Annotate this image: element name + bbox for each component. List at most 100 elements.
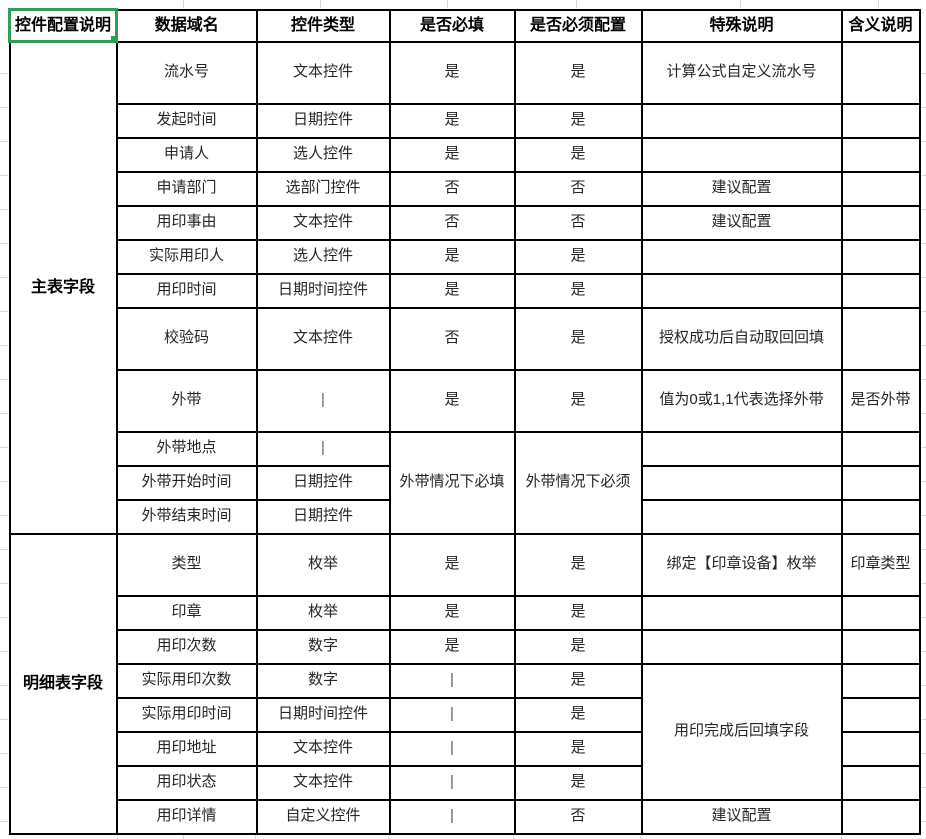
cell-control[interactable]: 枚举 [255, 532, 391, 597]
cell-control[interactable]: 选人控件 [255, 238, 391, 275]
cell-must-config[interactable]: 是 [513, 594, 643, 631]
cell-field[interactable]: 实际用印人 [115, 238, 258, 275]
cell-meaning[interactable] [840, 136, 921, 173]
cell-control[interactable]: 文本控件 [255, 306, 391, 371]
cell-note[interactable]: 绑定【印章设备】枚举 [640, 532, 843, 597]
cell-meaning[interactable] [840, 272, 921, 309]
cell-required[interactable]: 是 [388, 628, 516, 665]
selected-cell-config-title[interactable]: 控件配置说明 [8, 8, 118, 43]
cell-must-config[interactable]: 是 [513, 238, 643, 275]
cell-required[interactable]: 是 [388, 272, 516, 309]
header-cell-special-note[interactable]: 特殊说明 [640, 8, 843, 43]
cell-note[interactable]: 建议配置 [640, 170, 843, 207]
cell-required[interactable]: 否 [388, 204, 516, 241]
cell-meaning[interactable] [840, 498, 921, 535]
cell-field[interactable]: 外带结束时间 [115, 498, 258, 535]
cell-field[interactable]: 外带开始时间 [115, 464, 258, 501]
cell-must-config[interactable]: 是 [513, 102, 643, 139]
cell-meaning[interactable] [840, 40, 921, 105]
cell-control[interactable]: 文本控件 [255, 764, 391, 801]
cell-field[interactable]: 申请部门 [115, 170, 258, 207]
cell-meaning[interactable] [840, 102, 921, 139]
cell-meaning[interactable]: 印章类型 [840, 532, 921, 597]
cell-meaning[interactable] [840, 464, 921, 501]
selection-fill-handle[interactable] [110, 35, 114, 39]
cell-note[interactable]: 建议配置 [640, 798, 843, 835]
cell-required[interactable]: 否 [388, 170, 516, 207]
cell-control[interactable]: 文本控件 [255, 730, 391, 767]
cell-note[interactable] [640, 628, 843, 665]
cell-control[interactable]: 日期时间控件 [255, 272, 391, 309]
cell-must-config-merged-outing[interactable]: 外带情况下必须 [513, 430, 643, 535]
cell-meaning[interactable] [840, 204, 921, 241]
cell-note[interactable] [640, 102, 843, 139]
cell-control[interactable]: 日期时间控件 [255, 696, 391, 733]
cell-note-merged-backfill[interactable]: 用印完成后回填字段 [640, 662, 843, 801]
cell-required[interactable]: | [388, 798, 516, 835]
cell-required[interactable]: 是 [388, 102, 516, 139]
cell-field[interactable]: 实际用印次数 [115, 662, 258, 699]
cell-field[interactable]: 用印详情 [115, 798, 258, 835]
cell-must-config[interactable]: 是 [513, 306, 643, 371]
cell-required[interactable]: 是 [388, 136, 516, 173]
cell-field[interactable]: 校验码 [115, 306, 258, 371]
cell-must-config[interactable]: 否 [513, 798, 643, 835]
group-cell-detail-table[interactable]: 明细表字段 [8, 532, 118, 835]
cell-note[interactable] [640, 136, 843, 173]
cell-field[interactable]: 流水号 [115, 40, 258, 105]
cell-must-config[interactable]: 是 [513, 662, 643, 699]
cell-field[interactable]: 外带地点 [115, 430, 258, 467]
cell-note[interactable]: 授权成功后自动取回回填 [640, 306, 843, 371]
cell-required[interactable]: 是 [388, 594, 516, 631]
cell-control[interactable]: | [255, 430, 391, 467]
header-cell-required[interactable]: 是否必填 [388, 8, 516, 43]
cell-must-config[interactable]: 是 [513, 40, 643, 105]
cell-control[interactable]: 数字 [255, 662, 391, 699]
cell-meaning[interactable] [840, 730, 921, 767]
cell-field[interactable]: 类型 [115, 532, 258, 597]
cell-control[interactable]: 数字 [255, 628, 391, 665]
cell-control[interactable]: 自定义控件 [255, 798, 391, 835]
cell-control[interactable]: | [255, 368, 391, 433]
header-cell-data-field[interactable]: 数据域名 [115, 8, 258, 43]
cell-note[interactable]: 计算公式自定义流水号 [640, 40, 843, 105]
cell-required[interactable]: 是 [388, 368, 516, 433]
cell-field[interactable]: 外带 [115, 368, 258, 433]
cell-required[interactable]: | [388, 696, 516, 733]
cell-required-merged-outing[interactable]: 外带情况下必填 [388, 430, 516, 535]
cell-field[interactable]: 印章 [115, 594, 258, 631]
cell-meaning[interactable] [840, 306, 921, 371]
cell-field[interactable]: 发起时间 [115, 102, 258, 139]
cell-control[interactable]: 选人控件 [255, 136, 391, 173]
cell-must-config[interactable]: 是 [513, 764, 643, 801]
cell-required[interactable]: 是 [388, 40, 516, 105]
cell-note[interactable] [640, 430, 843, 467]
cell-meaning[interactable]: 是否外带 [840, 368, 921, 433]
cell-must-config[interactable]: 否 [513, 170, 643, 207]
group-cell-main-table[interactable]: 主表字段 [8, 40, 118, 535]
cell-meaning[interactable] [840, 764, 921, 801]
cell-meaning[interactable] [840, 594, 921, 631]
cell-field[interactable]: 实际用印时间 [115, 696, 258, 733]
cell-meaning[interactable] [840, 798, 921, 835]
cell-must-config[interactable]: 是 [513, 368, 643, 433]
cell-must-config[interactable]: 是 [513, 696, 643, 733]
cell-meaning[interactable] [840, 430, 921, 467]
cell-control[interactable]: 枚举 [255, 594, 391, 631]
cell-control[interactable]: 文本控件 [255, 40, 391, 105]
cell-field[interactable]: 用印状态 [115, 764, 258, 801]
cell-required[interactable]: 否 [388, 306, 516, 371]
cell-must-config[interactable]: 是 [513, 272, 643, 309]
cell-note[interactable] [640, 464, 843, 501]
cell-required[interactable]: | [388, 730, 516, 767]
cell-meaning[interactable] [840, 696, 921, 733]
cell-control[interactable]: 日期控件 [255, 102, 391, 139]
header-cell-must-config[interactable]: 是否必须配置 [513, 8, 643, 43]
cell-note[interactable]: 建议配置 [640, 204, 843, 241]
cell-field[interactable]: 申请人 [115, 136, 258, 173]
cell-note[interactable] [640, 498, 843, 535]
cell-field[interactable]: 用印次数 [115, 628, 258, 665]
cell-note[interactable] [640, 238, 843, 275]
cell-note[interactable]: 值为0或1,1代表选择外带 [640, 368, 843, 433]
cell-note[interactable] [640, 272, 843, 309]
